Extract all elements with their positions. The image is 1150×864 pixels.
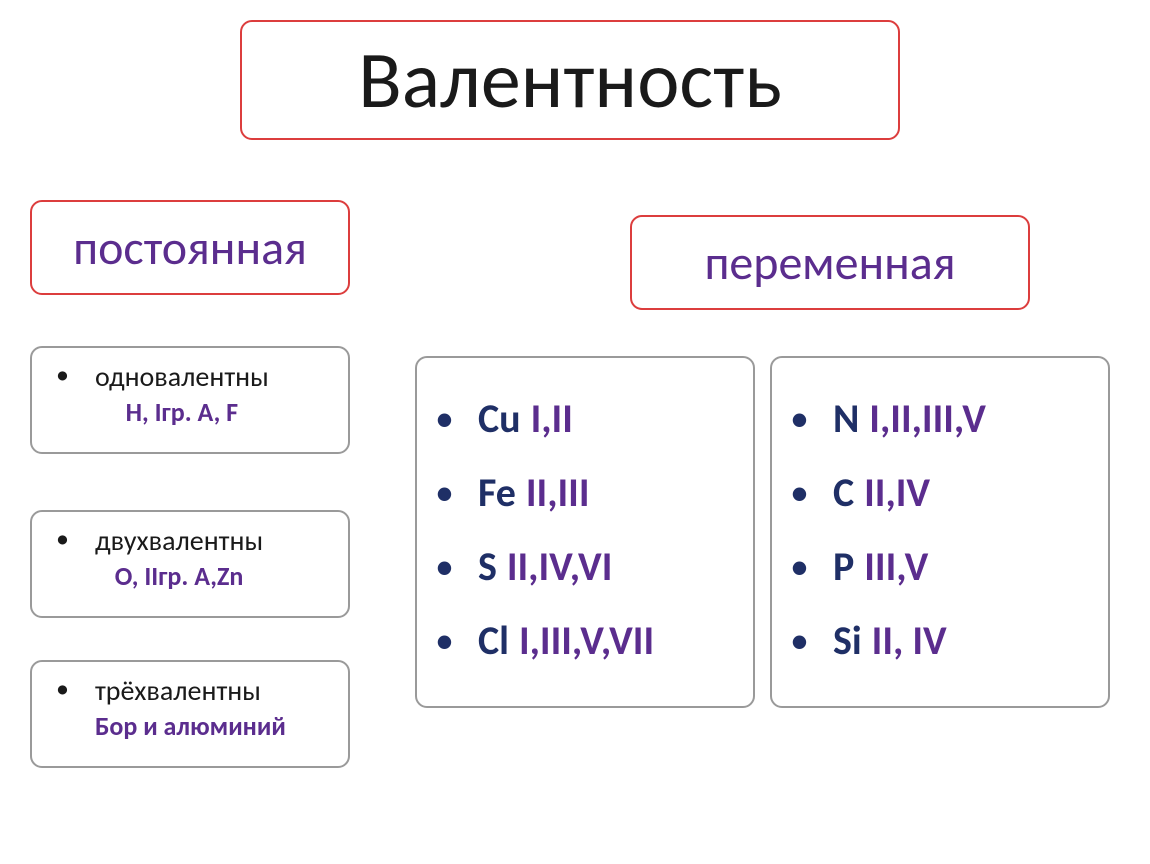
constant-content: трёхвалентны Бор и алюминий — [95, 674, 286, 742]
element-symbol: Cl — [478, 604, 509, 678]
constant-row: • трёхвалентны Бор и алюминий — [56, 674, 336, 742]
variable-item: • Cu I,II — [435, 382, 735, 456]
variable-item: • S II,IV,VI — [435, 530, 735, 604]
subhead-constant-text: постоянная — [73, 218, 307, 277]
bullet-icon: • — [790, 458, 809, 528]
element-valences: I,III,V,VII — [519, 604, 654, 678]
element-valences: I,II,III,V — [869, 382, 986, 456]
constant-group-3: • трёхвалентны Бор и алюминий — [30, 660, 350, 768]
element-valences: II,III — [526, 456, 590, 530]
variable-item: • Fe II,III — [435, 456, 735, 530]
element-symbol: S — [478, 530, 497, 604]
constant-label: трёхвалентны — [95, 674, 286, 708]
constant-content: одновалентны H, Iгр. А, F — [95, 360, 269, 428]
title-text: Валентность — [358, 32, 782, 129]
constant-group-1: • одновалентны H, Iгр. А, F — [30, 346, 350, 454]
constant-elements: Бор и алюминий — [95, 710, 286, 742]
element-symbol: Cu — [478, 382, 521, 456]
bullet-icon: • — [790, 384, 809, 454]
bullet-icon: • — [435, 532, 454, 602]
element-symbol: Fe — [478, 456, 516, 530]
title-box: Валентность — [240, 20, 900, 140]
bullet-icon: • — [56, 360, 69, 389]
element-symbol: P — [833, 530, 854, 604]
variable-item: • Cl I,III,V,VII — [435, 604, 735, 678]
element-valences: II, IV — [872, 604, 947, 678]
bullet-icon: • — [435, 384, 454, 454]
constant-row: • двухвалентны O, IIгр. А,Zn — [56, 524, 336, 592]
subhead-variable-box: переменная — [630, 215, 1030, 310]
bullet-icon: • — [435, 606, 454, 676]
constant-group-2: • двухвалентны O, IIгр. А,Zn — [30, 510, 350, 618]
element-valences: II,IV,VI — [507, 530, 613, 604]
element-valences: III,V — [864, 530, 928, 604]
constant-elements: O, IIгр. А,Zn — [95, 560, 263, 592]
element-symbol: C — [833, 456, 854, 530]
constant-content: двухвалентны O, IIгр. А,Zn — [95, 524, 263, 592]
element-symbol: N — [833, 382, 859, 456]
variable-item: • P III,V — [790, 530, 1090, 604]
variable-column-left: • Cu I,II • Fe II,III • S II,IV,VI • Cl … — [415, 356, 755, 708]
bullet-icon: • — [435, 458, 454, 528]
variable-item: • Si II, IV — [790, 604, 1090, 678]
bullet-icon: • — [56, 524, 69, 553]
subhead-variable-text: переменная — [704, 233, 955, 292]
constant-elements: H, Iгр. А, F — [95, 396, 269, 428]
element-valences: I,II — [531, 382, 573, 456]
constant-label: двухвалентны — [95, 524, 263, 558]
subhead-constant-box: постоянная — [30, 200, 350, 295]
variable-column-right: • N I,II,III,V • C II,IV • P III,V • Si … — [770, 356, 1110, 708]
bullet-icon: • — [56, 674, 69, 703]
constant-row: • одновалентны H, Iгр. А, F — [56, 360, 336, 428]
constant-label: одновалентны — [95, 360, 269, 394]
bullet-icon: • — [790, 606, 809, 676]
element-symbol: Si — [833, 604, 862, 678]
element-valences: II,IV — [864, 456, 930, 530]
variable-item: • C II,IV — [790, 456, 1090, 530]
bullet-icon: • — [790, 532, 809, 602]
variable-item: • N I,II,III,V — [790, 382, 1090, 456]
